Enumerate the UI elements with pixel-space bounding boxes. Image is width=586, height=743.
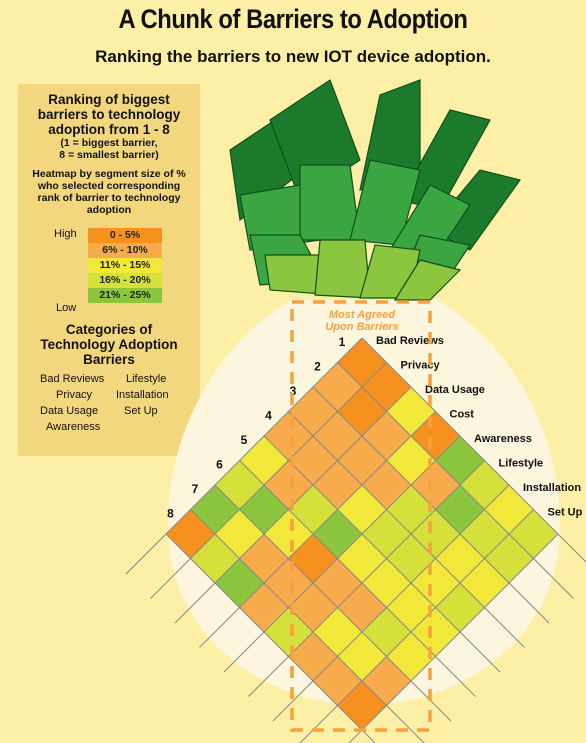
barrier-label: Privacy <box>401 360 441 372</box>
barrier-label: Installation <box>523 482 581 494</box>
rank-label: 6 <box>216 458 223 472</box>
categories-heading-line: Technology Adoption <box>40 337 178 352</box>
most-agreed-label: Upon Barriers <box>325 321 398 333</box>
leaf-shape <box>393 259 462 301</box>
panel-note-line: 8 = smallest barrier) <box>59 149 159 161</box>
heatmap-heading: Heatmap by segment size of % who selecte… <box>24 168 194 216</box>
barrier-label: Awareness <box>474 433 532 445</box>
rank-label: 5 <box>241 433 248 447</box>
grid-line <box>223 435 461 673</box>
grid-line <box>299 509 534 743</box>
grid-line <box>125 337 363 575</box>
grid-line <box>190 509 425 743</box>
panel-heading-line: barriers to technology <box>37 107 181 122</box>
categories-list: Bad Reviews Lifestyle Privacy Installati… <box>24 373 194 439</box>
rank-label: 8 <box>167 507 174 521</box>
legend-swatch: 16% - 20% <box>88 273 162 288</box>
grid-line <box>214 484 452 722</box>
category-item: Awareness <box>46 421 101 433</box>
leaf-shape <box>349 159 421 246</box>
panel-note: (1 = biggest barrier, 8 = smallest barri… <box>24 137 194 161</box>
heatmap-heading-line: rank of barrier to technology <box>37 192 181 204</box>
rank-label: 2 <box>314 360 321 374</box>
most-agreed-label: Most Agreed <box>329 309 395 321</box>
panel-heading-line: adoption from 1 - 8 <box>48 122 170 137</box>
categories-heading-line: Barriers <box>83 352 135 367</box>
barrier-label: Bad Reviews <box>376 335 444 347</box>
grid-line <box>337 362 574 599</box>
rank-label: 7 <box>192 482 199 496</box>
heatmap-heading-line: who selected corresponding <box>37 180 181 192</box>
page-title: A Chunk of Barriers to Adoption <box>118 4 468 34</box>
barrier-label: Set Up <box>548 507 583 519</box>
grid-line <box>248 460 485 697</box>
barrier-label: Data Usage <box>425 384 485 396</box>
category-item: Privacy <box>56 389 93 401</box>
page-subtitle: Ranking the barriers to new IOT device a… <box>95 47 491 66</box>
legend-swatch: 6% - 10% <box>88 243 162 258</box>
category-item: Bad Reviews <box>40 373 105 385</box>
grid-line <box>288 411 525 648</box>
barrier-label: Cost <box>450 409 475 421</box>
panel-heading: Ranking of biggest barriers to technolog… <box>24 92 194 137</box>
most-agreed-frame <box>290 300 432 732</box>
legend-swatch: 11% - 15% <box>88 258 162 273</box>
grid-line <box>263 435 501 673</box>
heatmap-legend: High Low 0 - 5% 6% - 10% 11% - 15% 16% - 20… <box>24 228 194 318</box>
leaf-shape <box>314 239 371 299</box>
category-item: Installation <box>116 389 169 401</box>
legend-low-label: Low <box>56 302 77 314</box>
grid-line <box>150 362 387 599</box>
category-item: Data Usage <box>40 405 99 417</box>
heatmap-heading-line: Heatmap by segment size of % <box>32 168 186 180</box>
heatmap-heading-line: adoption <box>86 204 132 216</box>
rank-label: 3 <box>290 384 297 398</box>
grid-line <box>199 411 436 648</box>
categories-heading: Categories of Technology Adoption Barrie… <box>24 322 194 367</box>
panel-heading-line: Ranking of biggest <box>48 92 170 107</box>
rank-label: 1 <box>339 335 346 349</box>
legend-high-label: High <box>54 228 77 240</box>
rank-label: 4 <box>265 409 272 423</box>
legend-swatch: 21% - 25% <box>88 288 162 303</box>
category-item: Lifestyle <box>126 373 167 385</box>
side-panel: Ranking of biggest barriers to technolog… <box>18 84 200 456</box>
axis-labels: 1 2 3 4 5 6 7 8 Bad Reviews Privacy Data Usage Cost… <box>167 335 582 521</box>
categories-heading-line: Categories of <box>65 322 153 337</box>
barrier-label: Lifestyle <box>499 458 544 470</box>
category-item: Set Up <box>124 405 158 417</box>
panel-note-line: (1 = biggest barrier, <box>60 137 158 149</box>
grid-line <box>239 460 476 697</box>
grid-line <box>361 337 586 563</box>
grid-line <box>272 484 510 722</box>
leaf-shape <box>299 164 361 241</box>
pineapple-crown <box>229 79 522 301</box>
legend-swatch: 0 - 5% <box>88 228 162 243</box>
